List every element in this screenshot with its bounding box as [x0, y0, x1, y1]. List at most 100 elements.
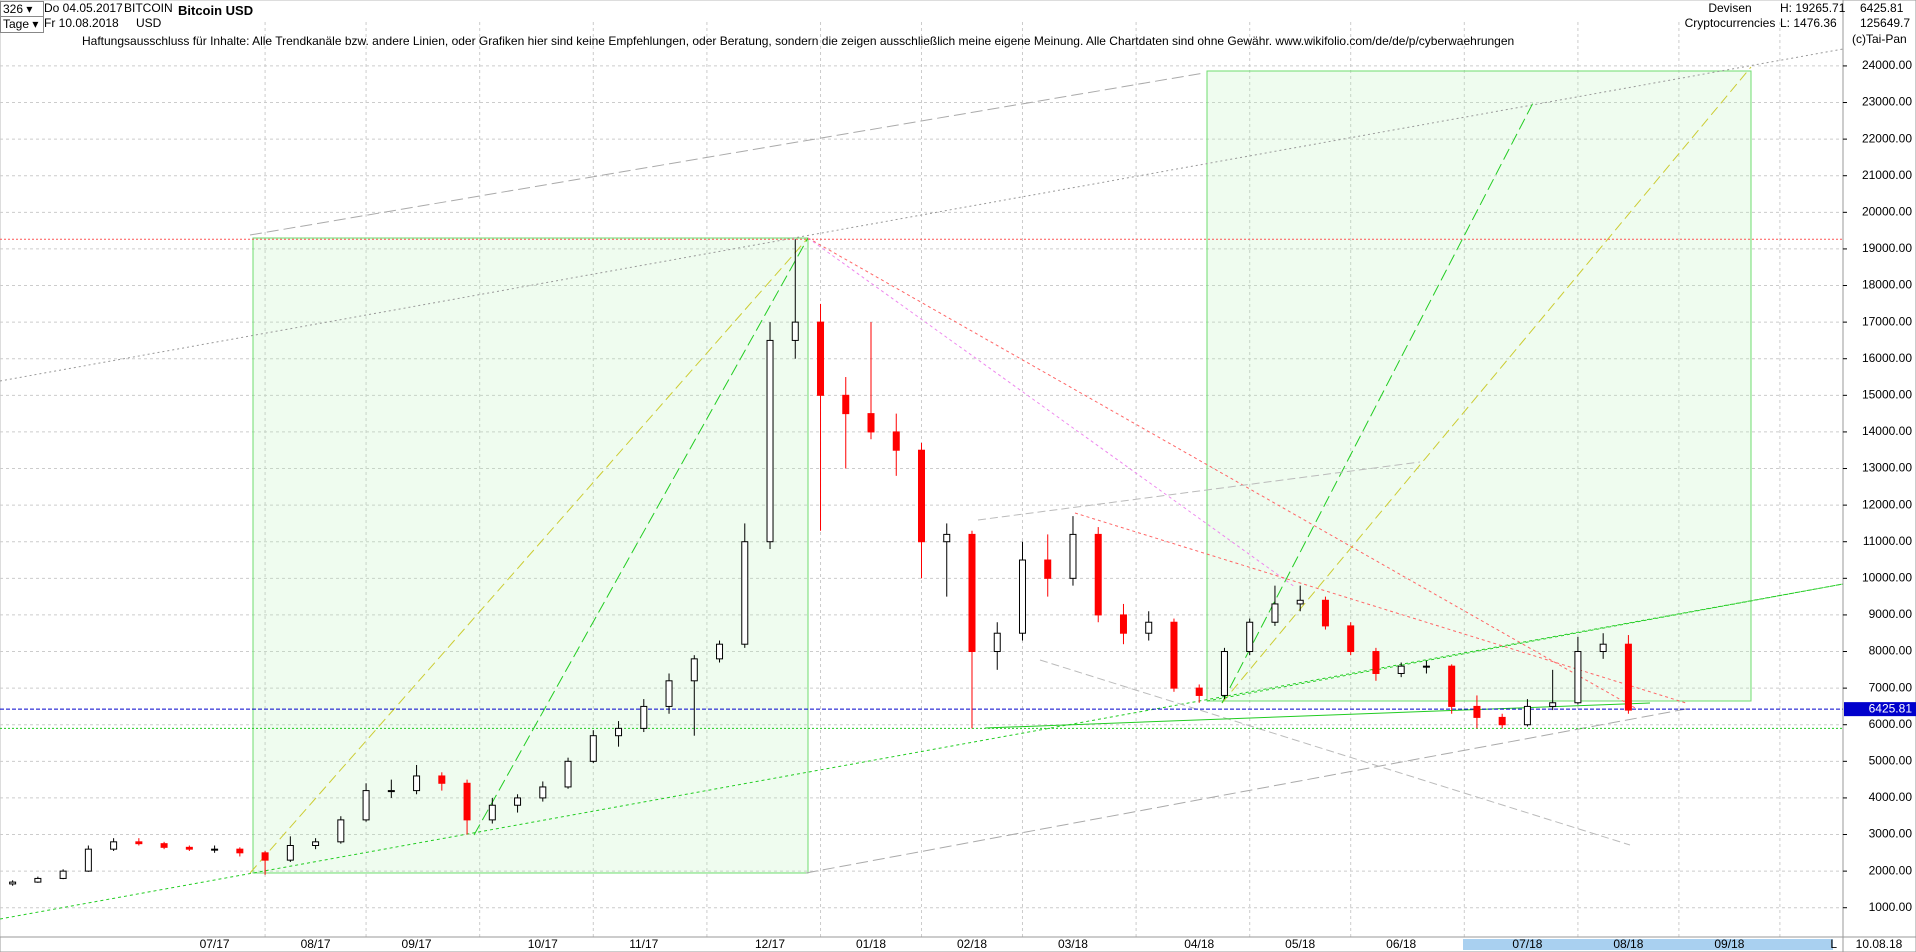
candle-body — [665, 680, 673, 707]
candle-body — [690, 658, 698, 682]
x-tick-label: 09/17 — [402, 937, 432, 951]
trend-line — [1074, 512, 1687, 704]
candle-body — [1145, 621, 1153, 634]
currency: USD — [136, 16, 162, 30]
candle-body — [539, 786, 547, 799]
price-marker-label: 6425.81 — [1869, 701, 1913, 715]
candle-body — [766, 339, 774, 543]
candle-body — [1549, 702, 1557, 707]
trend-line — [1039, 659, 1631, 846]
trend-line — [1221, 100, 1535, 704]
y-tick-label: 9000.00 — [1869, 607, 1913, 621]
y-tick-label: 23000.00 — [1862, 95, 1912, 109]
low: L: 1476.36 — [1780, 16, 1837, 30]
candle-body — [1372, 651, 1380, 674]
candle-body — [135, 841, 143, 845]
candle-body — [1498, 716, 1506, 726]
candle-body — [1473, 705, 1481, 718]
x-tick-label: 08/18 — [1613, 937, 1643, 951]
x-tick-label: 11/17 — [629, 937, 658, 951]
trend-line — [249, 72, 1205, 236]
candle-body — [211, 848, 219, 851]
trend-line — [805, 708, 1687, 874]
candle-body — [463, 782, 471, 821]
candle-body — [817, 321, 825, 396]
candle-body — [1422, 665, 1430, 668]
x-tick-label: 08/17 — [301, 937, 331, 951]
x-tick-label: 04/18 — [1184, 937, 1214, 951]
unit: Tage — [3, 17, 30, 31]
y-tick-label: 14000.00 — [1862, 424, 1912, 438]
price-marker — [1844, 702, 1916, 717]
x-tick-label: 09/18 — [1714, 937, 1744, 951]
candle-body — [1220, 651, 1228, 696]
horizontal-lines — [0, 238, 1843, 729]
candle-body — [362, 790, 370, 821]
candle-body — [1448, 665, 1456, 707]
y-tick-label: 1000.00 — [1869, 900, 1913, 914]
x-tick-label: 12/17 — [755, 937, 785, 951]
trend-line — [984, 702, 1651, 729]
period: 326 — [3, 2, 24, 16]
candle-body — [615, 727, 623, 737]
scroll-end[interactable]: L — [1830, 937, 1837, 951]
candle-body — [589, 735, 597, 762]
trend-line — [0, 583, 1844, 920]
candle-body — [1599, 643, 1607, 653]
grid — [0, 22, 1843, 937]
candle-body — [236, 848, 244, 854]
x-tick-label: 01/18 — [856, 937, 886, 951]
candle-body — [387, 790, 395, 793]
y-tick-label: 13000.00 — [1862, 461, 1912, 475]
unit-select[interactable]: Tage ▾ — [0, 16, 44, 33]
candle-body — [1523, 705, 1531, 726]
candle-body — [1397, 665, 1405, 674]
candle-body — [1119, 614, 1127, 634]
trend-line — [0, 48, 1844, 382]
candle-body — [1271, 603, 1279, 623]
y-tick-label: 15000.00 — [1862, 387, 1912, 401]
y-tick-label: 16000.00 — [1862, 351, 1912, 365]
candle-body — [1195, 687, 1203, 696]
y-tick-label: 17000.00 — [1862, 314, 1912, 328]
candle-body — [312, 841, 320, 847]
y-tick-label: 10000.00 — [1862, 570, 1912, 584]
y-tick-label: 12000.00 — [1862, 497, 1912, 511]
candle-body — [791, 321, 799, 341]
symbol: BITCOIN — [124, 1, 173, 15]
y-tick-label: 19000.00 — [1862, 241, 1912, 255]
x-tick-label: 06/18 — [1386, 937, 1416, 951]
high: H: 19265.71 — [1780, 1, 1846, 15]
candle-body — [34, 877, 42, 883]
analysis-box — [1206, 70, 1752, 702]
x-tick-label: 07/17 — [200, 937, 230, 951]
candle-body — [943, 533, 951, 543]
disclaimer: Haftungsausschluss für Inhalte: Alle Tre… — [82, 34, 1515, 48]
candle-body — [968, 533, 976, 653]
y-tick-label: 24000.00 — [1862, 58, 1912, 72]
candle-body — [160, 843, 168, 848]
candle-body — [1574, 651, 1582, 704]
y-tick-label: 7000.00 — [1869, 680, 1913, 694]
trend-line — [807, 237, 1638, 710]
date-from: Do 04.05.2017 — [44, 1, 123, 15]
y-tick-label: 11000.00 — [1863, 534, 1912, 548]
y-tick-label: 4000.00 — [1869, 790, 1913, 804]
candle-body — [337, 819, 345, 843]
current-date: 10.08.18 — [1856, 937, 1903, 951]
candle-body — [59, 870, 67, 879]
candle-body — [867, 413, 875, 433]
candle-body — [842, 394, 850, 415]
candle-body — [741, 541, 749, 645]
x-tick-label: 02/18 — [957, 937, 987, 951]
y-tick-label: 2000.00 — [1869, 863, 1913, 877]
trend-line — [473, 237, 809, 836]
analysis-box — [252, 237, 809, 874]
y-tick-label: 20000.00 — [1862, 204, 1912, 218]
candle-body — [918, 449, 925, 543]
volume: 125649.7 — [1860, 16, 1911, 30]
x-tick-label: 03/18 — [1058, 937, 1088, 951]
scroll-thumb[interactable] — [1463, 939, 1833, 950]
copyright: (c)Tai-Pan — [1852, 32, 1907, 46]
candle-body — [1170, 621, 1178, 689]
